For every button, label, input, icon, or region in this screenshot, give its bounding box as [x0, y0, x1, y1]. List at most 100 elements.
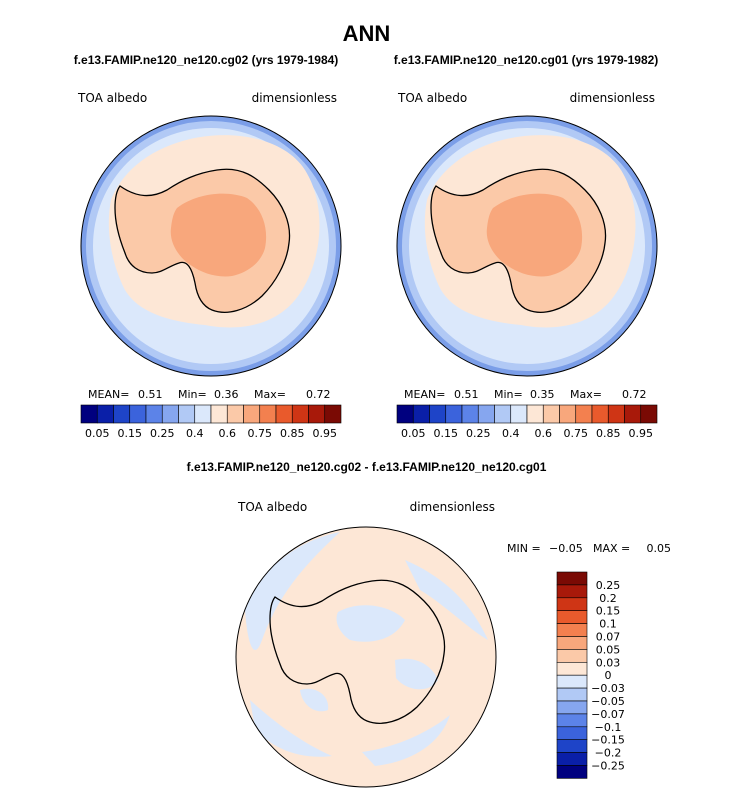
panel-cg02-colorbar-box [210, 404, 228, 424]
panel-difference-colorbar: 0.250.20.150.10.070.050.030−0.03−0.05−0.… [556, 571, 625, 779]
panel-difference-colorbar-tick-label: −0.15 [591, 734, 625, 747]
panel-cg02-colorbar-box [324, 404, 342, 424]
panel-cg02-colorbar-tick-label: 0.6 [219, 427, 237, 440]
panel-difference-colorbar-tick-label: −0.05 [591, 695, 625, 708]
panel-cg02-colorbar-box [291, 404, 309, 424]
panel-cg02-colorbar-tick-label: 0.4 [186, 427, 204, 440]
panel-cg02-colorbar-tick-label: 0.75 [248, 427, 273, 440]
panel-cg02-stats: MEAN= 0.51 Min= 0.36 Max= 0.72 [88, 388, 331, 401]
panel-cg02-min-value: 0.36 [214, 388, 239, 401]
panel-cg01-colorbar-box [640, 404, 658, 424]
panel-cg01-colorbar-box [510, 404, 528, 424]
panel-cg01: f.e13.FAMIP.ne120_ne120.cg01 (yrs 1979-1… [394, 53, 659, 440]
panel-cg02-map-border [80, 115, 342, 377]
panel-cg01-max-label: Max= [570, 388, 602, 401]
panel-difference-colorbar-tick-label: −0.25 [591, 760, 625, 773]
panel-difference-units-label: dimensionless [410, 500, 495, 514]
panel-difference-colorbar-tick-label: −0.07 [591, 708, 625, 721]
panel-cg02-colorbar-box [96, 404, 114, 424]
panel-difference-variable-label: TOA albedo [237, 500, 307, 514]
panel-difference-colorbar-tick-label: −0.03 [591, 682, 625, 695]
panel-cg02-units-label: dimensionless [252, 91, 337, 105]
panel-cg01-colorbar-tick-label: 0.4 [502, 427, 520, 440]
panel-cg01-colorbar: 0.05 0.15 0.25 0.4 0.6 0.75 0.85 0.95 [396, 404, 658, 440]
panel-cg01-map [397, 116, 657, 376]
panel-cg01-colorbar-box [624, 404, 642, 424]
panel-cg02-mean-value: 0.51 [138, 388, 163, 401]
panel-cg01-colorbar-box [429, 404, 447, 424]
panel-cg02-mean-label: MEAN= [88, 388, 129, 401]
panel-difference-colorbar-box [556, 597, 588, 611]
panel-cg02-colorbar-box [80, 404, 98, 424]
panel-cg02-max-value: 0.72 [306, 388, 331, 401]
panel-difference-colorbar-box [556, 713, 588, 728]
panel-cg01-mean-label: MEAN= [404, 388, 445, 401]
panel-cg01-variable-label: TOA albedo [397, 91, 467, 105]
panel-cg01-outer-ocean-ring [397, 116, 657, 376]
panel-cg02-colorbar-box [243, 404, 261, 424]
figure-title: ANN [343, 21, 391, 46]
panel-difference-colorbar-box [556, 687, 588, 702]
panel-cg02-colorbar-tick-label: 0.25 [150, 427, 175, 440]
panel-cg01-units-label: dimensionless [570, 91, 655, 105]
panel-difference-colorbar-tick-label: 0.1 [599, 618, 617, 631]
panel-difference-colorbar-box [556, 700, 588, 715]
panel-cg01-mean-value: 0.51 [454, 388, 479, 401]
panel-cg02-colorbar-tick-label: 0.95 [313, 427, 338, 440]
panel-cg02-colorbar-box [161, 404, 179, 424]
panel-difference-colorbar-box [556, 649, 588, 663]
panel-cg02-variable-label: TOA albedo [77, 91, 147, 105]
panel-difference-colorbar-tick-label: 0.2 [599, 592, 617, 605]
panel-cg01-colorbar-box [477, 404, 495, 424]
panel-cg01-colorbar-box [559, 404, 577, 424]
panel-difference-colorbar-tick-label: 0.15 [596, 605, 621, 618]
panel-cg01-colorbar-box [412, 404, 430, 424]
panel-cg02-colorbar-box [194, 404, 212, 424]
panel-cg02-colorbar-box [308, 404, 326, 424]
panel-cg01-run-title: f.e13.FAMIP.ne120_ne120.cg01 (yrs 1979-1… [394, 53, 659, 67]
panel-cg01-min-value: 0.35 [530, 388, 555, 401]
panel-difference-colorbar-tick-label: 0.07 [596, 631, 621, 644]
panel-cg02-max-label: Max= [254, 388, 286, 401]
panel-difference-colorbar-box [556, 623, 588, 637]
panel-difference-max-value: 0.05 [647, 542, 672, 555]
panel-difference-negative-patches [245, 532, 488, 766]
panel-cg02-outer-ocean-ring [81, 116, 341, 376]
panel-cg02-colorbar-tick-label: 0.15 [118, 427, 143, 440]
panel-cg02-colorbar-box [145, 404, 163, 424]
panel-cg01-colorbar-box [607, 404, 625, 424]
panel-cg01-colorbar-box [591, 404, 609, 424]
panel-difference-colorbar-box [556, 674, 588, 689]
panel-difference-colorbar-box [556, 610, 588, 624]
panel-cg02-colorbar-tick-label: 0.85 [280, 427, 305, 440]
panel-difference: f.e13.FAMIP.ne120_ne120.cg02 - f.e13.FAM… [187, 460, 671, 788]
panel-difference-stats: MIN = −0.05 MAX = 0.05 [507, 542, 671, 555]
panel-cg01-colorbar-box [445, 404, 463, 424]
panel-cg02-min-label: Min= [178, 388, 207, 401]
panel-difference-colorbar-box [556, 636, 588, 650]
panel-cg01-colorbar-box [461, 404, 479, 424]
panel-difference-min-value: −0.05 [549, 542, 583, 555]
panel-cg02-colorbar-box [259, 404, 277, 424]
panel-cg02-colorbar: 0.05 0.15 0.25 0.4 0.6 0.75 0.85 0.95 [80, 404, 342, 440]
panel-cg02-map [81, 116, 341, 376]
panel-difference-colorbar-tick-label: −0.2 [595, 747, 622, 760]
panel-difference-map [236, 527, 496, 787]
panel-cg01-stats: MEAN= 0.51 Min= 0.35 Max= 0.72 [404, 388, 647, 401]
panel-cg02-colorbar-box [178, 404, 196, 424]
panel-cg01-colorbar-box [494, 404, 512, 424]
panel-cg01-min-label: Min= [494, 388, 523, 401]
panel-difference-colorbar-tick-label: 0.05 [596, 643, 621, 656]
panel-cg01-colorbar-box [542, 404, 560, 424]
panel-difference-title: f.e13.FAMIP.ne120_ne120.cg02 - f.e13.FAM… [187, 460, 547, 474]
panel-cg01-colorbar-tick-label: 0.6 [535, 427, 553, 440]
panel-difference-colorbar-box [556, 739, 588, 753]
panel-cg02-colorbar-box [113, 404, 131, 424]
panel-cg01-colorbar-box [396, 404, 414, 424]
panel-cg01-colorbar-tick-label: 0.15 [434, 427, 459, 440]
panel-difference-map-border [235, 526, 497, 788]
panel-cg01-colorbar-tick-label: 0.25 [466, 427, 491, 440]
panel-difference-colorbar-tick-label: 0.25 [596, 579, 621, 592]
panel-difference-colorbar-tick-label: 0 [605, 669, 612, 682]
